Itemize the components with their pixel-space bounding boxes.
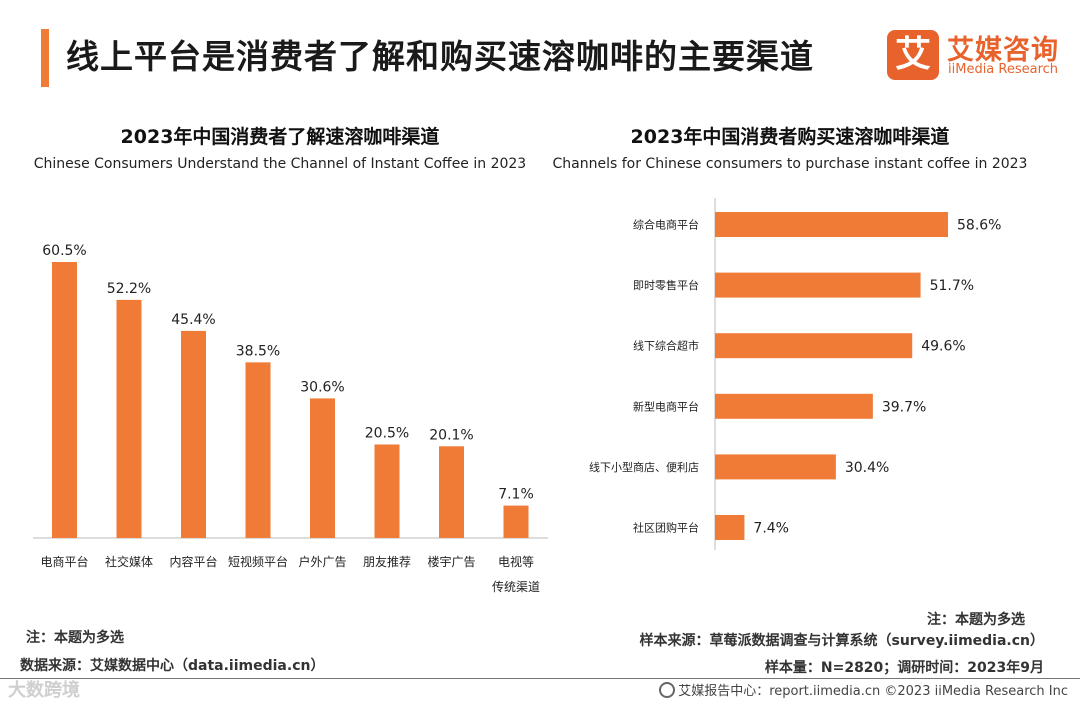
- title-accent-bar: [41, 29, 49, 87]
- left-category-label: 朋友推荐: [363, 555, 411, 569]
- left-bar-value-label: 60.5%: [42, 243, 86, 259]
- left-chart-title: 2023年中国消费者了解速溶咖啡渠道: [120, 126, 440, 148]
- right-category-label: 线下综合超市: [633, 339, 699, 353]
- right-category-label: 线下小型商店、便利店: [589, 460, 699, 474]
- left-category-label: 户外广告: [298, 554, 346, 569]
- right-bar: [715, 333, 913, 359]
- left-bar: [245, 362, 271, 538]
- left-category-label: 短视频平台: [228, 554, 288, 569]
- footer: 艾媒报告中心：report.iimedia.cn ©2023 iiMedia R…: [659, 680, 1068, 699]
- left-data-source: 数据来源：艾媒数据中心（data.iimedia.cn）: [20, 658, 325, 674]
- right-bar: [715, 515, 745, 540]
- page-title: 线上平台是消费者了解和购买速溶咖啡的主要渠道: [66, 37, 814, 76]
- right-category-label: 综合电商平台: [633, 218, 699, 232]
- left-category-label: 电视等传统渠道: [492, 554, 540, 594]
- left-chart-subtitle: Chinese Consumers Understand the Channel…: [33, 156, 527, 172]
- logo-chinese-name: 艾媒咨询: [947, 35, 1059, 66]
- right-bar-value-label: 39.7%: [882, 399, 926, 415]
- footer-text: 艾媒报告中心：report.iimedia.cn ©2023 iiMedia R…: [678, 684, 1068, 699]
- right-bar-chart: 58.6% 综合电商平台 51.7% 即时零售平台 49.6% 线下综合超市 39.7% 新型…: [589, 198, 1001, 550]
- left-category-label: 楼宇广告: [427, 554, 475, 569]
- right-note: 注：本题为多选: [927, 612, 1025, 628]
- left-bar-value-label: 20.5%: [365, 425, 409, 441]
- left-category-label: 社交媒体: [105, 554, 153, 569]
- right-category-label: 即时零售平台: [633, 278, 699, 292]
- left-bar: [374, 444, 400, 538]
- left-bar: [503, 505, 529, 538]
- right-category-label: 社区团购平台: [633, 521, 699, 535]
- left-bar: [439, 446, 464, 538]
- globe-icon: [659, 682, 676, 698]
- left-bar-value-label: 7.1%: [498, 487, 534, 503]
- right-bar-value-label: 7.4%: [753, 521, 789, 537]
- right-sample-info: 样本量：N=2820；调研时间：2023年9月: [764, 660, 1044, 676]
- right-bar: [715, 393, 873, 419]
- left-bar: [52, 262, 77, 538]
- left-bar: [116, 299, 142, 538]
- right-chart-subtitle: Channels for Chinese consumers to purcha…: [552, 156, 1028, 172]
- left-bar: [181, 330, 206, 538]
- left-bar-value-label: 52.2%: [107, 281, 151, 297]
- iimedia-logo: 艾 艾媒咨询 iiMedia Research: [887, 30, 1067, 82]
- footer-divider: [0, 678, 1080, 679]
- left-category-label: 内容平台: [169, 554, 217, 569]
- right-bar: [715, 212, 948, 237]
- right-bar-value-label: 51.7%: [930, 278, 974, 294]
- left-note: 注：本题为多选: [26, 630, 124, 646]
- right-bar: [715, 272, 921, 298]
- right-bar-value-label: 49.6%: [921, 339, 965, 355]
- right-category-label: 新型电商平台: [633, 399, 699, 413]
- right-bar-value-label: 30.4%: [845, 460, 889, 476]
- left-bar-chart: 60.5% 电商平台 52.2% 社交媒体 45.4% 内容平台 38.5% 短视频平台 30.…: [33, 243, 548, 594]
- right-sample-source: 样本来源：草莓派数据调查与计算系统（survey.iimedia.cn）: [639, 633, 1044, 649]
- right-chart-title: 2023年中国消费者购买速溶咖啡渠道: [630, 126, 950, 148]
- right-bar-value-label: 58.6%: [957, 218, 1001, 234]
- right-bar: [715, 454, 836, 480]
- logo-english-name: iiMedia Research: [948, 62, 1059, 77]
- left-bar-value-label: 30.6%: [300, 379, 344, 395]
- left-bar-value-label: 45.4%: [171, 312, 215, 328]
- left-bar-value-label: 38.5%: [236, 343, 280, 359]
- left-category-label: 电商平台: [40, 554, 88, 569]
- logo-mark: 艾: [887, 30, 939, 80]
- left-bar: [310, 398, 335, 538]
- left-bar-value-label: 20.1%: [429, 427, 473, 443]
- watermark: 大数跨境: [8, 680, 80, 701]
